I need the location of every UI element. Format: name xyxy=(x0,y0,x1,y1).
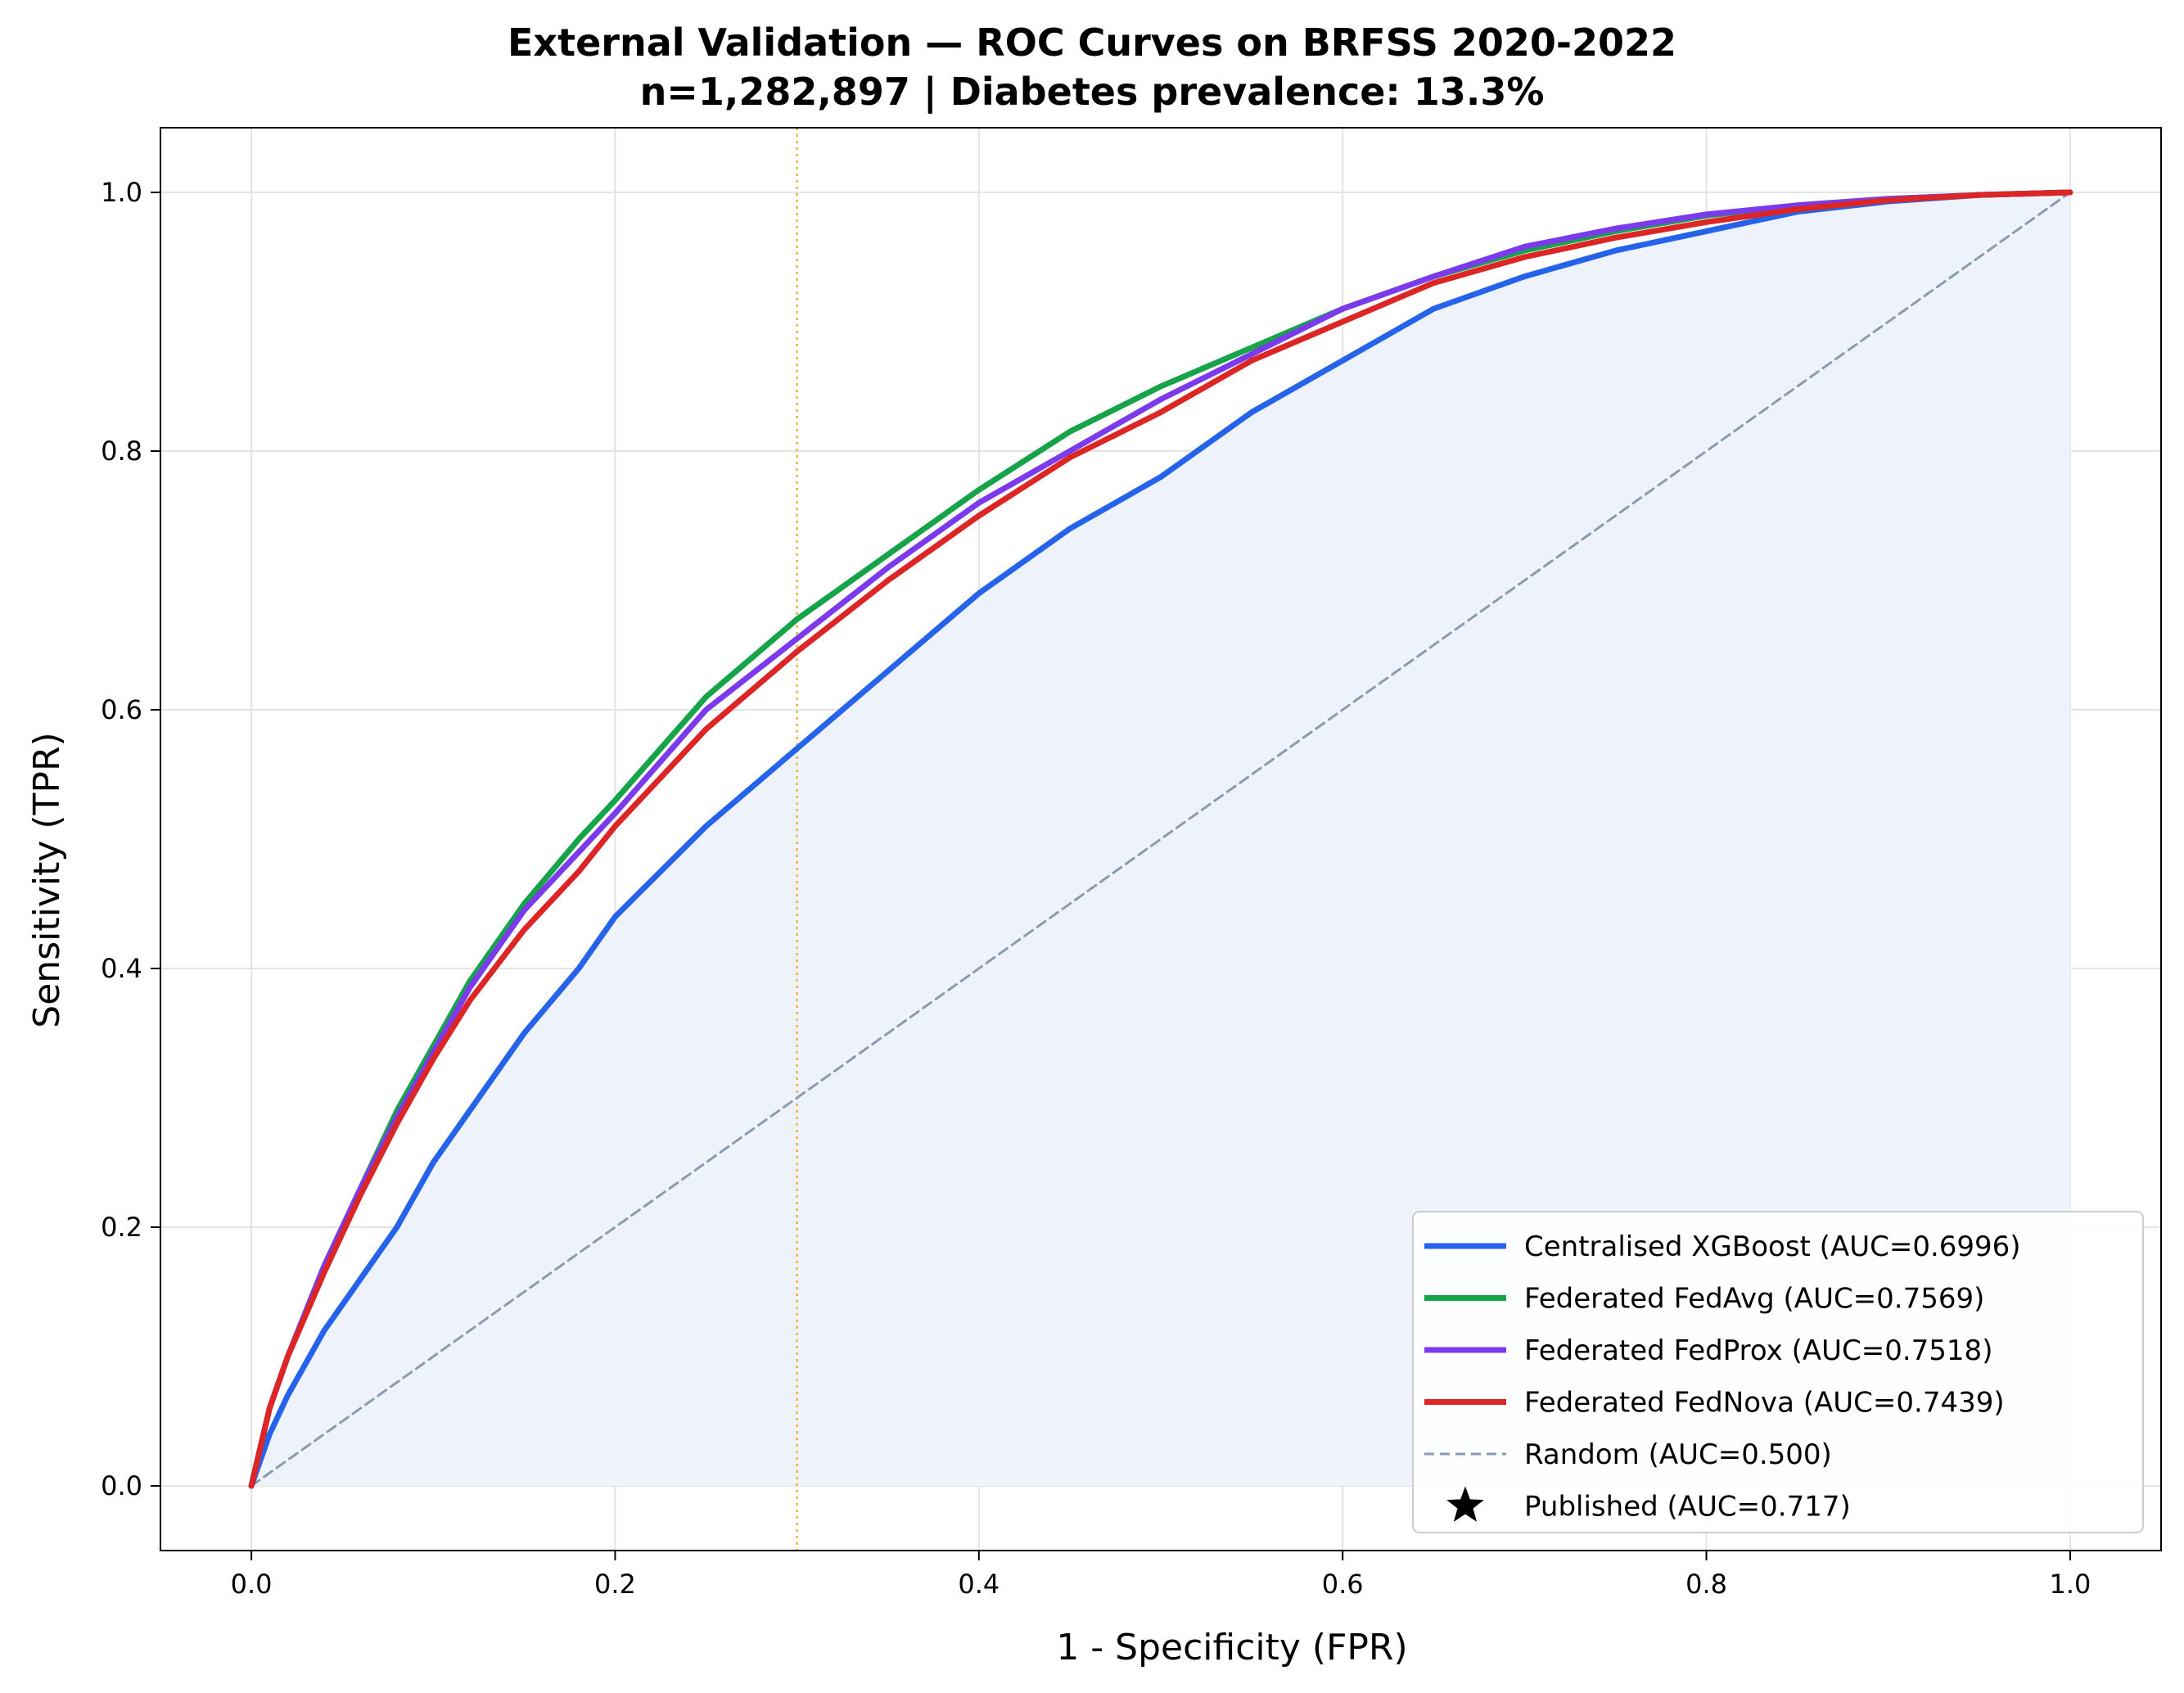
series-line-0 xyxy=(248,189,2073,1489)
series-lines xyxy=(248,189,2073,1489)
x-tick-label-0: 0.0 xyxy=(231,1569,273,1600)
series-line-4 xyxy=(250,191,2072,1488)
legend-label-3: Federated FedNova (AUC=0.7439) xyxy=(1524,1387,2005,1420)
legend-box xyxy=(1412,1211,2144,1533)
x-axis-label: 1 - Specificity (FPR) xyxy=(1056,1627,1407,1668)
series-line-2 xyxy=(248,189,2073,1489)
x-tick-label-1: 0.2 xyxy=(594,1569,636,1600)
series-line-3 xyxy=(248,189,2073,1489)
y-tick-label-0: 0.0 xyxy=(101,1470,142,1501)
y-axis-label: Sensitivity (TPR) xyxy=(26,732,68,1027)
y-tick-label-2: 0.4 xyxy=(101,953,142,984)
legend: Centralised XGBoost (AUC=0.6996) Federate… xyxy=(1412,1211,2144,1533)
x-tick-label-5: 1.0 xyxy=(2049,1569,2091,1600)
x-axis-ticks: 0.0 0.2 0.4 0.6 0.8 1.0 xyxy=(231,1551,2091,1600)
y-axis-ticks: 0.0 0.2 0.4 0.6 0.8 1.0 xyxy=(101,177,160,1501)
y-tick-label-1: 0.2 xyxy=(101,1212,142,1243)
y-tick-label-5: 1.0 xyxy=(101,177,142,208)
legend-label-2: Federated FedProx (AUC=0.7518) xyxy=(1524,1334,1992,1367)
legend-label-5: Published (AUC=0.717) xyxy=(1524,1491,1851,1524)
x-tick-label-2: 0.4 xyxy=(958,1569,999,1600)
legend-label-1: Federated FedAvg (AUC=0.7569) xyxy=(1524,1283,1984,1316)
legend-label-0: Centralised XGBoost (AUC=0.6996) xyxy=(1524,1230,2021,1263)
chart-title: External Validation — ROC Curves on BRFS… xyxy=(508,20,1676,65)
chart-subtitle: n=1,282,897 | Diabetes prevalence: 13.3% xyxy=(640,70,1545,115)
legend-star-icon xyxy=(1446,1486,1484,1522)
y-tick-label-4: 0.8 xyxy=(101,436,142,467)
x-tick-label-4: 0.8 xyxy=(1685,1569,1727,1600)
x-tick-label-3: 0.6 xyxy=(1322,1569,1364,1600)
y-tick-label-3: 0.6 xyxy=(101,694,142,725)
plot-area-frame xyxy=(160,127,2162,1551)
legend-label-4: Random (AUC=0.500) xyxy=(1524,1438,1832,1471)
